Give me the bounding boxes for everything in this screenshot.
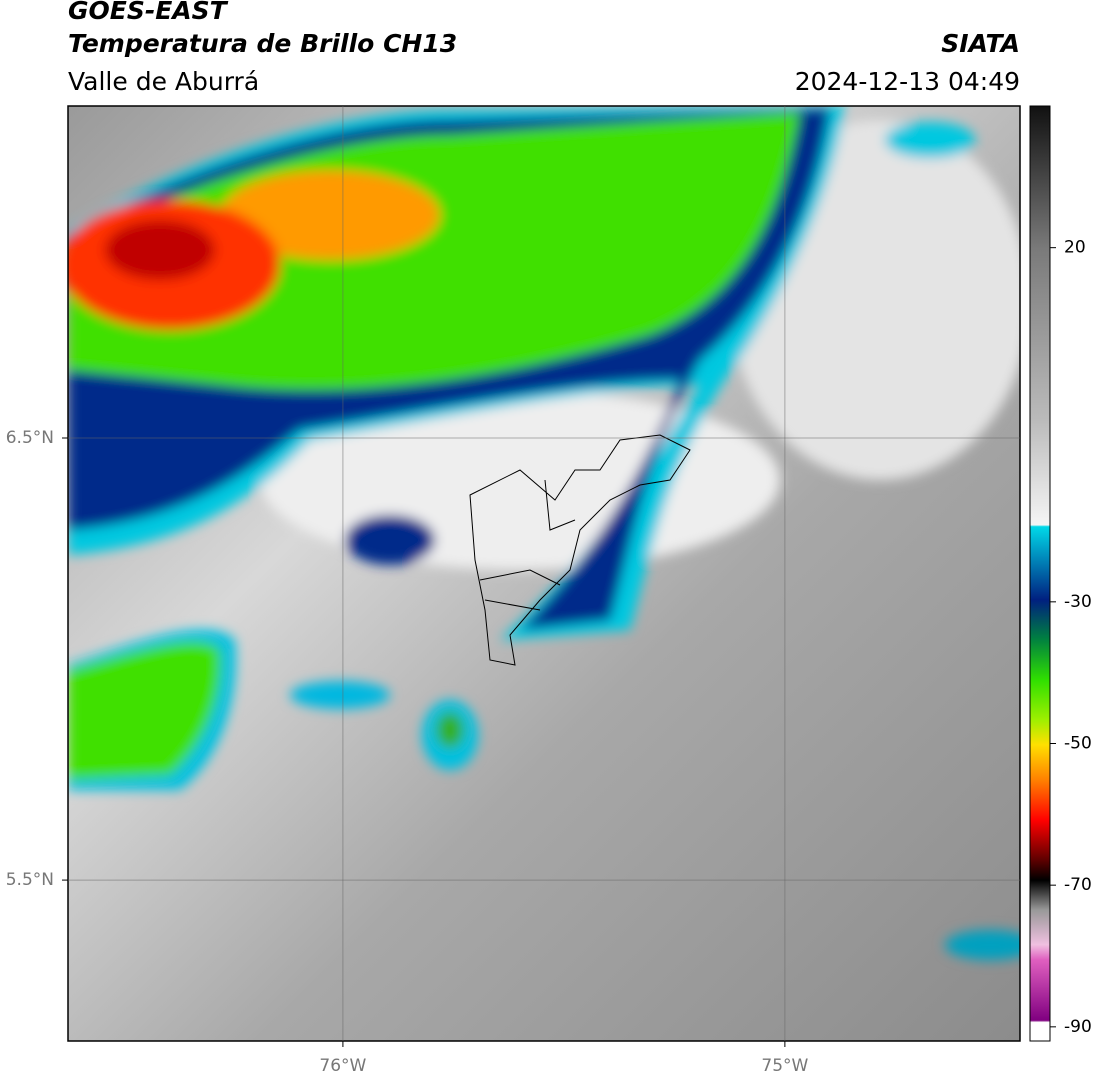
colorbar-label: 20	[1064, 238, 1086, 258]
colorbar-label: -70	[1064, 875, 1092, 895]
region: Valle de Aburrá	[68, 67, 259, 96]
colorbar	[1029, 105, 1051, 1042]
title-line1: GOES-EAST	[68, 0, 229, 25]
satellite-image	[68, 106, 1020, 1041]
lon-label: 76°W	[319, 1056, 366, 1076]
colorbar-label: -50	[1064, 734, 1092, 754]
timestamp: 2024-12-13 04:49	[795, 67, 1020, 96]
map-frame	[67, 105, 1021, 1042]
colorbar-label: -30	[1064, 592, 1092, 612]
lon-label: 75°W	[761, 1056, 808, 1076]
lat-label: 6.5°N	[6, 428, 54, 448]
agency: SIATA	[941, 29, 1020, 58]
colorbar-label: -90	[1064, 1017, 1092, 1037]
title-line2: Temperatura de Brillo CH13	[68, 29, 457, 58]
lat-label: 5.5°N	[6, 870, 54, 890]
